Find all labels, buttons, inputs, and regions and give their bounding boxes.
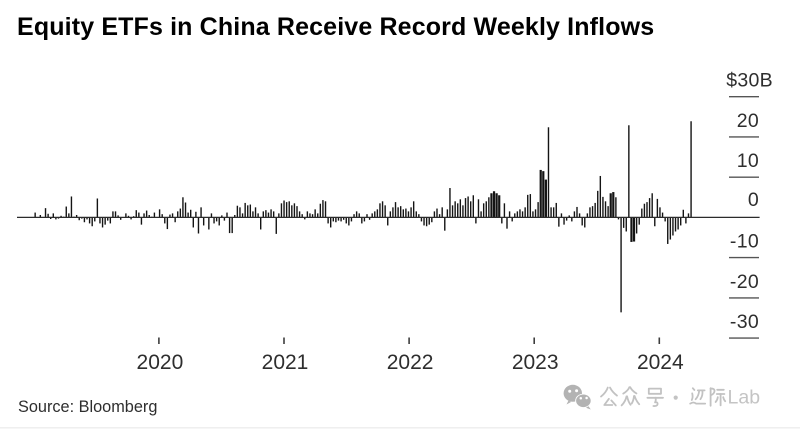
svg-text:2021: 2021 [262, 351, 309, 374]
svg-text:Lab: Lab [728, 387, 761, 409]
svg-text:2020: 2020 [137, 351, 184, 374]
svg-text:0: 0 [748, 189, 759, 211]
svg-text:-20: -20 [730, 271, 759, 293]
svg-text:2024: 2024 [637, 351, 684, 374]
svg-text:2022: 2022 [387, 351, 434, 374]
svg-text:20: 20 [737, 110, 759, 132]
svg-text:-10: -10 [730, 231, 759, 253]
svg-text:-30: -30 [730, 311, 759, 333]
svg-text:2023: 2023 [512, 351, 559, 374]
svg-text:$30B: $30B [726, 70, 773, 92]
svg-text:10: 10 [737, 150, 759, 172]
